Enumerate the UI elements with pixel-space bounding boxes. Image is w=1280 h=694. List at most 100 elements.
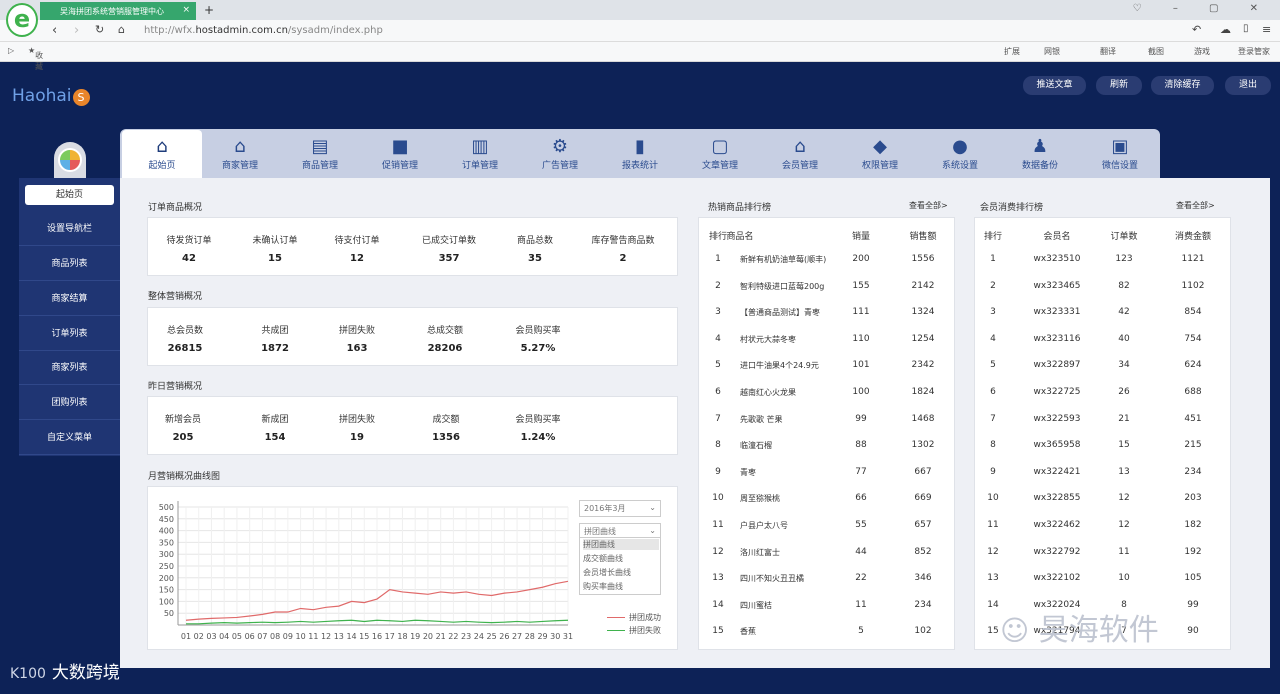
bookmarks-star-icon[interactable]: ★ 收藏 (28, 46, 44, 71)
stat-value: 154 (264, 432, 286, 443)
menu-icon[interactable]: ≡ (1262, 23, 1272, 36)
logout-button[interactable]: 退出 (1225, 76, 1271, 95)
toolbar-extensions[interactable]: 扩展 (1004, 47, 1020, 56)
member_ranking-cell[interactable]: wx322792 (1033, 546, 1081, 557)
x-tick-label: 09 (283, 632, 293, 641)
curve-option[interactable]: 成交额曲线 (583, 554, 623, 563)
module-merchant[interactable]: ⌂ 商家管理 (200, 136, 280, 178)
tab-close-icon[interactable]: × (182, 5, 190, 15)
avatar[interactable] (58, 148, 82, 172)
hot_products-cell[interactable]: 先歌歌 芒果 (740, 414, 783, 424)
member_ranking-cell[interactable]: wx322725 (1033, 387, 1081, 397)
forward-icon[interactable]: › (74, 23, 80, 38)
back-icon[interactable]: ‹ (52, 23, 58, 38)
hot_products-cell[interactable]: 洛川红富士 (740, 547, 780, 557)
module-promotion[interactable]: ■ 促销管理 (360, 136, 440, 178)
sidebar-item-custom-menu[interactable]: 自定义菜单 (19, 421, 120, 455)
hot_products-cell[interactable]: 智利特级进口蓝莓200g (740, 281, 825, 291)
document-icon: ▥ (471, 136, 489, 157)
member_ranking-cell[interactable]: wx322462 (1033, 520, 1081, 530)
toolbar-bank[interactable]: 网银 (1044, 47, 1060, 56)
sidebar-item-merchants[interactable]: 商家列表 (19, 351, 120, 385)
stat-value: 1872 (261, 343, 289, 354)
hot-products-more-link[interactable]: 查看全部> (909, 201, 948, 210)
month-select[interactable]: 2016年3月 ⌄ (579, 500, 661, 517)
hot_products-cell[interactable]: 四川蜜桔 (740, 600, 772, 610)
sidebar-toggle-icon[interactable]: ▷ (8, 46, 15, 55)
member_ranking-cell[interactable]: wx323510 (1033, 254, 1081, 264)
sidebar-item-products[interactable]: 商品列表 (19, 247, 120, 281)
member_ranking-cell[interactable]: wx322421 (1033, 466, 1081, 477)
brand-text: Haohai (12, 86, 72, 106)
hot_products-cell[interactable]: 新鲜有机奶油草莓(顺丰) (740, 255, 827, 264)
address-bar[interactable]: http://wfx.hostadmin.com.cn/sysadm/index… (138, 23, 868, 40)
new-tab-button[interactable]: + (204, 3, 215, 17)
hot_products-cell: 1302 (911, 440, 935, 451)
module-backup[interactable]: ♟ 数据备份 (1000, 136, 1080, 178)
module-order[interactable]: ▥ 订单管理 (440, 136, 520, 178)
hot_products-cell[interactable]: 【普通商品测试】青枣 (740, 308, 820, 318)
hot_products-cell: 669 (914, 493, 932, 504)
reload-icon[interactable]: ↻ (95, 23, 105, 36)
browser-tab[interactable]: 吴海拼团系统营销服管理中心 × (40, 2, 196, 20)
member_ranking-cell[interactable]: wx321794 (1033, 626, 1081, 637)
hot_products-cell[interactable]: 户县户太八号 (740, 521, 788, 530)
cloud-icon[interactable]: ☁ (1220, 23, 1231, 36)
sidebar-item-nav-settings[interactable]: 设置导航栏 (19, 212, 120, 246)
push-article-button[interactable]: 推送文章 (1023, 76, 1086, 95)
module-home[interactable]: ⌂ 起始页 (122, 130, 202, 178)
member_ranking-cell[interactable]: wx322024 (1033, 599, 1081, 610)
hot_products-cell[interactable]: 周至猕猴桃 (740, 494, 780, 504)
module-ads[interactable]: ⚙ 广告管理 (520, 136, 600, 178)
clear-cache-button[interactable]: 清除缓存 (1151, 76, 1214, 95)
hot_products-cell[interactable]: 青枣 (740, 467, 756, 477)
member_ranking-cell[interactable]: wx365958 (1033, 440, 1081, 451)
module-wechat[interactable]: ▣ 微信设置 (1080, 136, 1160, 178)
module-label: 文章管理 (701, 161, 738, 171)
hot_products-cell[interactable]: 香蕉 (740, 627, 756, 637)
module-articles[interactable]: ▢ 文章管理 (680, 136, 760, 178)
member_ranking-cell[interactable]: wx322593 (1033, 413, 1081, 424)
module-members[interactable]: ⌂ 会员管理 (760, 136, 840, 178)
hot_products-cell[interactable]: 进口牛油果4个24.9元 (740, 361, 819, 371)
hot_products-cell: 346 (914, 573, 932, 584)
curve-option[interactable]: 会员增长曲线 (583, 568, 631, 577)
phone-icon[interactable]: ▯ (1243, 23, 1249, 34)
member_ranking-cell[interactable]: wx322102 (1033, 573, 1081, 584)
hot_products-cell[interactable]: 四川不知火丑丑橘 (740, 574, 804, 584)
curve-option[interactable]: 拼团曲线 (583, 539, 659, 550)
toolbar-translate[interactable]: 翻译 (1100, 47, 1116, 56)
hot_products-cell[interactable]: 村状元大蒜冬枣 (740, 334, 796, 344)
sidebar-item-orders[interactable]: 订单列表 (19, 317, 120, 351)
toolbar-screenshot[interactable]: 截图 (1148, 47, 1164, 56)
member_ranking-cell: 90 (1187, 626, 1199, 637)
member-ranking-more-link[interactable]: 查看全部> (1176, 201, 1215, 210)
member_ranking-cell[interactable]: wx323331 (1033, 307, 1081, 318)
curve-option[interactable]: 购买率曲线 (583, 582, 623, 591)
refresh-button[interactable]: 刷新 (1096, 76, 1142, 95)
home-nav-icon[interactable]: ⌂ (118, 23, 125, 36)
stat-new-groups: 新成团 154 (235, 412, 315, 443)
hot_products-cell[interactable]: 越南红心火龙果 (740, 388, 796, 397)
sidebar-item-group-buy[interactable]: 团购列表 (19, 386, 120, 420)
module-system[interactable]: ● 系统设置 (920, 136, 1000, 178)
toolbar-login[interactable]: 登录管家 (1238, 47, 1270, 56)
member_ranking-cell[interactable]: wx322897 (1033, 360, 1081, 371)
stat-label: 已成交订单数 (421, 236, 476, 246)
window-controls[interactable]: ♡ – ▢ ✕ (1132, 3, 1272, 14)
sidebar-item-settlement[interactable]: 商家结算 (19, 282, 120, 316)
module-label: 数据备份 (1021, 161, 1058, 171)
module-bar (120, 129, 1160, 178)
module-reports[interactable]: ▮ 报表统计 (600, 136, 680, 178)
member_ranking-cell: 14 (987, 599, 999, 610)
hot_products-cell[interactable]: 临潼石榴 (740, 441, 772, 451)
wechat-icon: ☺ (1000, 614, 1030, 647)
member_ranking-cell[interactable]: wx323465 (1033, 280, 1081, 291)
module-permissions[interactable]: ◆ 权限管理 (840, 136, 920, 178)
member_ranking-cell[interactable]: wx322855 (1033, 493, 1081, 504)
member_ranking-cell[interactable]: wx323116 (1033, 333, 1081, 344)
toolbar-games[interactable]: 游戏 (1194, 47, 1210, 56)
module-product[interactable]: ▤ 商品管理 (280, 136, 360, 178)
sidebar-item-home[interactable]: 起始页 (25, 185, 114, 205)
undo-icon[interactable]: ↶ (1192, 23, 1202, 36)
